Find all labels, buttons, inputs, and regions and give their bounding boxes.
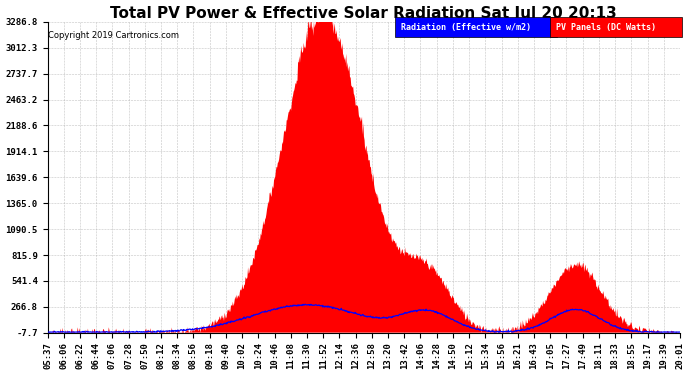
- FancyBboxPatch shape: [551, 17, 682, 37]
- Text: PV Panels (DC Watts): PV Panels (DC Watts): [556, 22, 656, 32]
- Title: Total PV Power & Effective Solar Radiation Sat Jul 20 20:13: Total PV Power & Effective Solar Radiati…: [110, 6, 617, 21]
- Text: Radiation (Effective w/m2): Radiation (Effective w/m2): [401, 22, 531, 32]
- FancyBboxPatch shape: [395, 17, 557, 37]
- Text: Copyright 2019 Cartronics.com: Copyright 2019 Cartronics.com: [48, 31, 179, 40]
